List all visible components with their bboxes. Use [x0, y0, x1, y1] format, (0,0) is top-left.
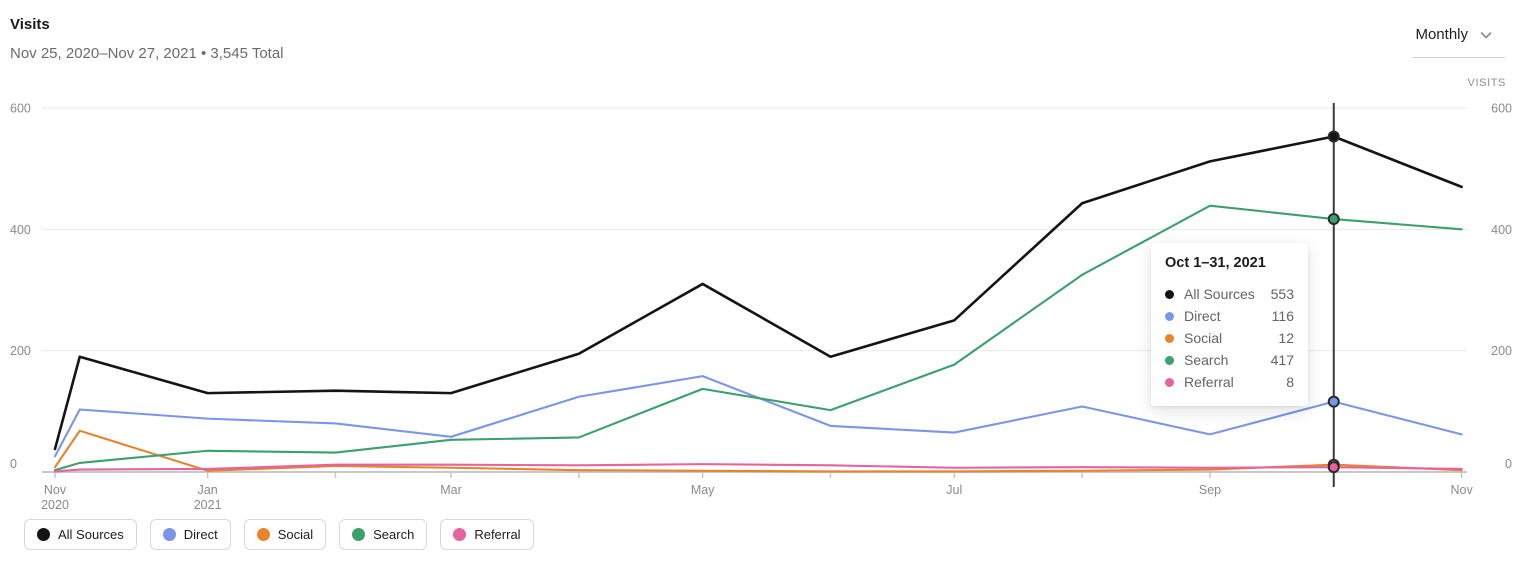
highlight-dot-search	[1327, 213, 1340, 226]
y-axis-label-right: 600	[1491, 102, 1512, 116]
y-axis-label-right: 200	[1491, 344, 1512, 358]
color-dot-icon	[453, 528, 467, 541]
tooltip-row: All Sources 553	[1165, 283, 1294, 305]
date-range-summary: Nov 25, 2020–Nov 27, 2021 • 3,545 Total	[10, 45, 284, 62]
tooltip-row: Direct 116	[1165, 305, 1294, 327]
page-title: Visits	[10, 16, 50, 33]
x-axis-label: Nov	[1451, 483, 1474, 497]
y-axis-label-right: 0	[1505, 457, 1512, 471]
color-dot-icon	[162, 528, 176, 541]
color-dot-icon	[37, 528, 50, 541]
tooltip-row: Search 417	[1165, 349, 1294, 371]
chart-legend: All Sources Direct Social Search Referral	[24, 519, 534, 550]
tooltip-series-label: Direct	[1184, 308, 1221, 324]
tooltip-series-value: 553	[1270, 286, 1294, 302]
tooltip-series-value: 116	[1271, 308, 1294, 324]
line-direct	[53, 375, 1463, 458]
legend-chip-label: Social	[277, 527, 314, 542]
x-axis-label: Nov	[44, 483, 67, 497]
tooltip-series-label: Referral	[1184, 374, 1234, 390]
color-dot-icon	[1165, 377, 1174, 387]
legend-chip-label: Referral	[474, 527, 521, 542]
tooltip-series-label: Search	[1184, 352, 1229, 368]
granularity-dropdown[interactable]: Monthly	[1415, 26, 1494, 43]
granularity-dropdown-value: Monthly	[1415, 26, 1468, 43]
chevron-down-icon	[1480, 31, 1492, 38]
visits-axis-unit-label: VISITS	[1467, 77, 1506, 89]
y-axis-label-left: 400	[10, 223, 31, 237]
color-dot-icon	[1165, 311, 1174, 321]
tooltip-series-label: Social	[1184, 330, 1223, 346]
legend-chip-direct[interactable]: Direct	[149, 519, 231, 550]
legend-chip-label: Search	[373, 527, 415, 542]
y-axis-label-right: 400	[1491, 223, 1512, 237]
legend-chip-all-sources[interactable]: All Sources	[24, 519, 137, 550]
tooltip-series-value: 8	[1286, 374, 1294, 390]
y-axis-label-left: 200	[10, 344, 31, 358]
tooltip-series-label: All Sources	[1184, 286, 1255, 302]
x-axis-sublabel: 2021	[194, 498, 222, 512]
x-axis-sublabel: 2020	[41, 498, 69, 512]
legend-chip-search[interactable]: Search	[339, 519, 428, 550]
y-axis-label-left: 600	[10, 102, 31, 116]
line-referral	[53, 463, 1463, 473]
tooltip-rows: All Sources 553 Direct 116 Social 12 Search 417…	[1165, 283, 1294, 393]
tooltip-row: Referral 8	[1165, 371, 1294, 393]
color-dot-icon	[1165, 289, 1174, 299]
highlight-dot-all-sources	[1327, 130, 1340, 143]
line-search	[53, 204, 1463, 472]
color-dot-icon	[352, 528, 366, 541]
line-social	[53, 429, 1463, 473]
chart-tooltip: Oct 1–31, 2021 All Sources 553 Direct 116 So…	[1151, 243, 1308, 406]
line-all-sources	[53, 135, 1463, 451]
x-axis-label: Sep	[1199, 483, 1221, 497]
tooltip-series-value: 417	[1270, 352, 1294, 368]
legend-chip-social[interactable]: Social	[243, 519, 327, 550]
color-dot-icon	[1165, 355, 1174, 365]
x-axis-label: Jul	[946, 483, 962, 497]
highlight-dot-direct	[1327, 395, 1340, 408]
color-dot-icon	[1165, 333, 1174, 343]
legend-chip-referral[interactable]: Referral	[440, 519, 534, 550]
x-axis-label: May	[691, 483, 715, 497]
legend-chip-label: All Sources	[58, 527, 124, 542]
tooltip-series-value: 12	[1278, 330, 1294, 346]
y-axis-label-left: 0	[10, 457, 17, 471]
x-axis-label: Mar	[440, 483, 462, 497]
color-dot-icon	[256, 528, 270, 541]
tooltip-date-title: Oct 1–31, 2021	[1165, 255, 1266, 271]
x-axis-label: Jan	[198, 483, 218, 497]
legend-chip-label: Direct	[183, 527, 218, 542]
tooltip-row: Social 12	[1165, 327, 1294, 349]
highlight-dot-referral	[1327, 461, 1340, 474]
dropdown-underline	[1412, 57, 1505, 58]
